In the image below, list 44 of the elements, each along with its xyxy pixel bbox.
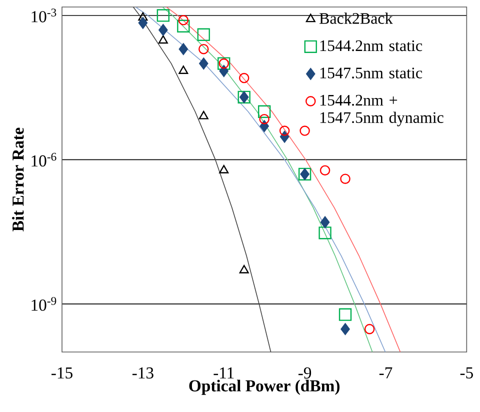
point [239, 264, 249, 274]
point [178, 66, 188, 74]
point [340, 323, 350, 335]
line-series [132, 7, 272, 352]
point [178, 15, 189, 26]
point [198, 44, 209, 54]
x-tick-label: -15 [52, 367, 72, 379]
point [338, 308, 352, 321]
legend-label: 1544.2nm + 1547.5nm dynamic [320, 94, 444, 126]
x-tick-label: -7 [379, 367, 392, 378]
y-axis-title: Bit Error Rate [12, 128, 24, 232]
point [177, 20, 190, 32]
point [197, 28, 210, 41]
point [156, 9, 170, 22]
point [198, 110, 208, 120]
x-tick-label: -11 [214, 367, 234, 378]
point [300, 126, 310, 136]
point [219, 164, 229, 174]
point [320, 165, 330, 176]
y-tick-label: 10$^{-3}$ [32, 8, 56, 22]
x-axis-title: Optical Power (dBm) [189, 380, 340, 395]
point [260, 120, 269, 132]
x-tick-label: -5 [460, 367, 473, 378]
point [318, 226, 332, 240]
point [178, 43, 188, 56]
point [238, 72, 250, 84]
point [258, 105, 271, 118]
point [138, 12, 148, 21]
point [158, 35, 168, 44]
legend-label: 1544.2nm static [320, 40, 422, 52]
point [219, 65, 228, 77]
point [364, 324, 375, 334]
x-tick-label: -13 [132, 367, 154, 379]
legend-label: 1547.5nm static [320, 68, 422, 78]
point [259, 114, 270, 124]
point [158, 24, 168, 36]
point [320, 216, 330, 228]
point [199, 58, 208, 70]
x-tick-label: -9 [298, 367, 312, 379]
y-tick-label: 10$^{-6}$ [32, 152, 56, 167]
point [279, 126, 290, 136]
point [138, 16, 148, 29]
y-tick-label: 10$^{-9}$ [32, 297, 56, 311]
point [340, 174, 350, 184]
